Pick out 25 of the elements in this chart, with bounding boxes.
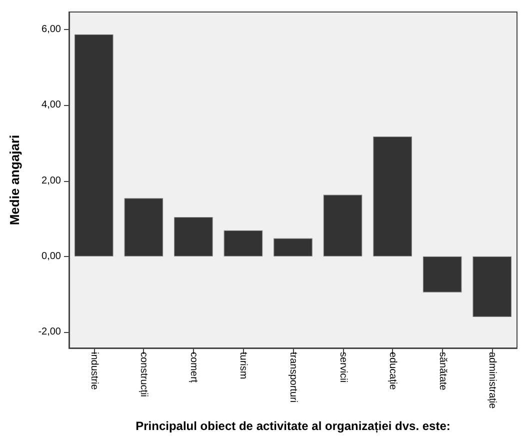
bar	[224, 230, 263, 256]
x-tick-label: comerț	[188, 352, 199, 383]
bar	[323, 194, 362, 256]
bar	[274, 238, 312, 256]
y-tick-label: 6,00	[42, 24, 62, 35]
x-tick-label: turism	[238, 352, 249, 380]
x-tick-label: educație	[387, 352, 398, 390]
x-tick-label: transporturi	[288, 352, 298, 403]
bar	[472, 256, 512, 317]
bar	[174, 217, 213, 256]
bar	[74, 34, 114, 256]
bar	[422, 256, 462, 292]
x-tick-label: servicii	[337, 352, 348, 383]
y-tick-label: 4,00	[42, 100, 62, 111]
x-tick-label: construcții	[138, 352, 150, 398]
x-tick-label: administrație	[486, 352, 498, 410]
bar	[373, 136, 412, 256]
y-axis-title: Medie angajari	[7, 134, 22, 226]
y-tick-label: 0,00	[42, 250, 62, 262]
y-tick-label: -2,00	[38, 326, 62, 338]
x-tick-label: sănătate	[436, 352, 448, 391]
x-axis-title: Principalul obiect de activitate al organizației dvs. este:	[136, 419, 450, 433]
y-tick-label: 2,00	[42, 175, 62, 186]
x-tick-label: industrie	[88, 352, 100, 390]
bar	[124, 198, 164, 256]
